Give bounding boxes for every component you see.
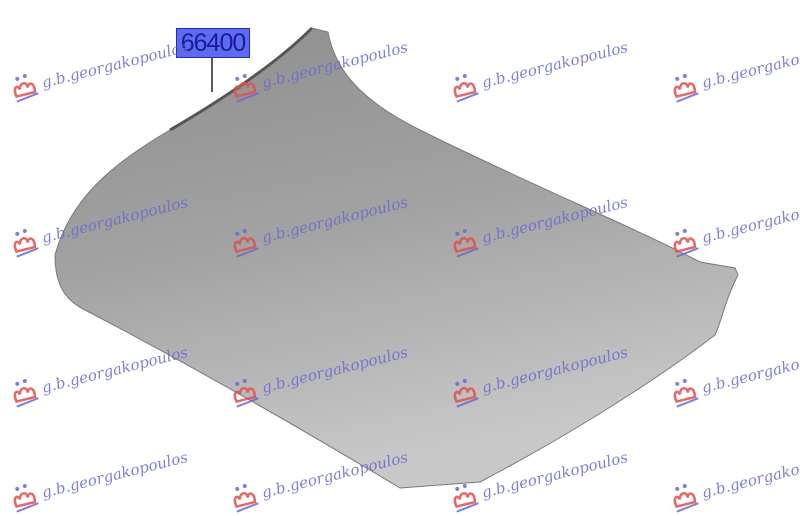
watermark: g.b.georgakopoulos — [226, 32, 411, 105]
watermark-logo-icon — [673, 73, 699, 103]
watermark-logo-icon — [13, 228, 39, 258]
watermark-logo-icon — [233, 228, 259, 258]
watermark-logo-icon — [13, 483, 39, 513]
part-number-label[interactable]: 66400 — [176, 28, 250, 58]
watermark: g.b.georgakopoulos — [446, 32, 631, 105]
watermark: g.b.georgakopoulos — [446, 187, 631, 260]
watermark-logo-icon — [13, 378, 39, 408]
watermark: g.b.georgakopoulos — [226, 187, 411, 260]
watermark: g.b.georgakopoulos — [226, 337, 411, 410]
watermark-logo-icon — [13, 73, 39, 103]
watermark-logo-icon — [233, 73, 259, 103]
watermark: g.b.georgakopoulos — [6, 32, 191, 105]
watermark-logo-icon — [673, 378, 699, 408]
watermark: g.b.georgakopoulos — [6, 187, 191, 260]
watermark: g.b.georgakopoulos — [666, 187, 800, 260]
watermark: g.b.georgakopoulos — [6, 337, 191, 410]
watermark-logo-icon — [453, 378, 479, 408]
hood-front-edge — [169, 26, 314, 132]
watermark-logo-icon — [673, 483, 699, 513]
watermark-logo-icon — [233, 483, 259, 513]
watermark-logo-icon — [673, 228, 699, 258]
watermark-logo-icon — [453, 483, 479, 513]
watermark-logo-icon — [233, 378, 259, 408]
watermark-logo-icon — [453, 73, 479, 103]
watermark: g.b.georgakopoulos — [666, 337, 800, 410]
hood-panel — [54, 27, 739, 489]
watermark-logo-icon — [453, 228, 479, 258]
watermark: g.b.georgakopoulos — [666, 32, 800, 105]
watermark: g.b.georgakopoulos — [446, 337, 631, 410]
